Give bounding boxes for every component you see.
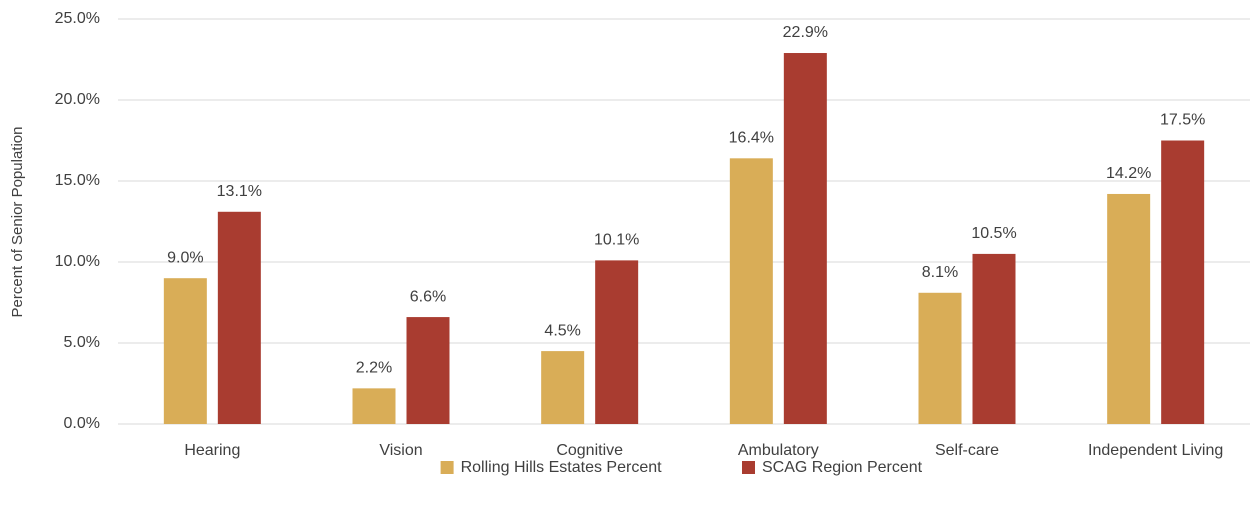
- x-tick-label: Vision: [379, 442, 422, 459]
- bar: [1161, 140, 1205, 424]
- value-label: 14.2%: [1106, 165, 1151, 182]
- y-tick-label: 0.0%: [64, 415, 100, 432]
- bar: [541, 351, 585, 424]
- legend-swatch: [742, 461, 755, 474]
- legend-label: Rolling Hills Estates Percent: [461, 459, 663, 476]
- value-label: 10.1%: [594, 232, 639, 249]
- value-label: 17.5%: [1160, 112, 1205, 129]
- y-axis-label: Percent of Senior Population: [9, 127, 26, 318]
- value-label: 22.9%: [783, 24, 828, 41]
- y-tick-label: 5.0%: [64, 334, 100, 351]
- x-tick-label: Hearing: [184, 442, 240, 459]
- bar: [217, 211, 261, 424]
- y-tick-label: 15.0%: [55, 172, 100, 189]
- x-tick-label: Self-care: [935, 442, 999, 459]
- bar: [352, 388, 396, 424]
- bar: [972, 253, 1016, 424]
- y-tick-label: 10.0%: [55, 253, 100, 270]
- bar: [163, 278, 207, 424]
- x-tick-label: Independent Living: [1088, 442, 1223, 459]
- y-tick-label: 20.0%: [55, 91, 100, 108]
- value-label: 10.5%: [971, 225, 1016, 242]
- x-tick-label: Cognitive: [556, 442, 623, 459]
- x-tick-label: Ambulatory: [738, 442, 819, 459]
- value-label: 2.2%: [356, 360, 392, 377]
- bar: [729, 158, 773, 424]
- value-label: 13.1%: [217, 183, 262, 200]
- bar: [406, 317, 450, 424]
- value-label: 9.0%: [167, 249, 203, 266]
- value-label: 8.1%: [922, 264, 958, 281]
- y-tick-label: 25.0%: [55, 10, 100, 27]
- legend-swatch: [440, 461, 454, 474]
- value-label: 4.5%: [544, 322, 580, 339]
- value-label: 16.4%: [729, 130, 774, 147]
- value-label: 6.6%: [410, 288, 446, 305]
- legend-label: SCAG Region Percent: [762, 459, 923, 476]
- bar: [918, 292, 962, 424]
- bar: [595, 260, 639, 424]
- bar: [783, 53, 827, 425]
- bar: [1107, 193, 1151, 424]
